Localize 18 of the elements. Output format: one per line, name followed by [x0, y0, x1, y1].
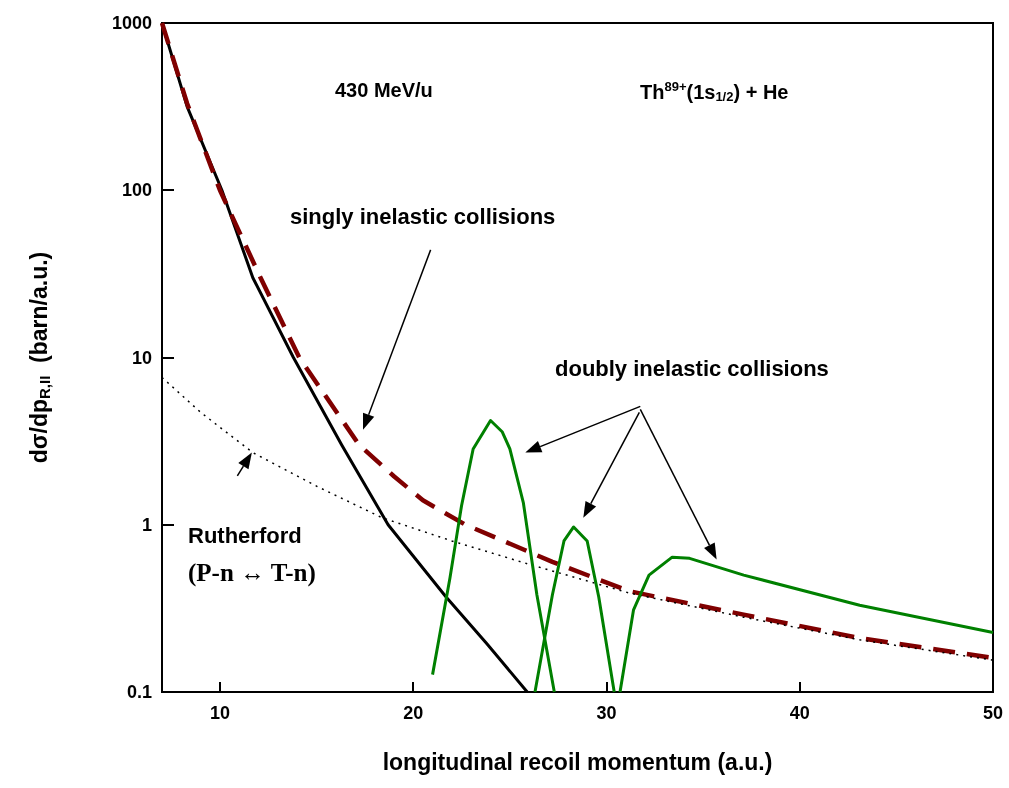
x-tick-label: 40	[789, 703, 810, 723]
y-tick-label: 0.1	[126, 682, 152, 702]
y-axis-title: dσ/dpR,II (barn/a.u.)	[25, 251, 53, 464]
x-tick-label: 30	[596, 703, 617, 723]
x-tick-label: 50	[982, 703, 1004, 723]
line-series	[618, 555, 995, 694]
y-tick-label: 100	[121, 180, 152, 201]
x-tick-label: 20	[403, 703, 424, 723]
annotation: singly inelastic collisions	[290, 203, 556, 229]
y-tick-label: 1000	[111, 13, 152, 33]
annotation: 430 MeV/u	[335, 79, 433, 101]
x-axis-title: longitudinal recoil momentum (a.u.)	[382, 748, 773, 775]
annotation: (P-n ↔ T-n)	[188, 559, 316, 587]
y-tick-label: 1	[141, 514, 152, 535]
annotation: Rutherford	[188, 522, 302, 548]
annotation: doubly inelastic collisions	[555, 355, 829, 381]
x-tick-label: 10	[209, 703, 230, 723]
y-tick-label: 10	[131, 347, 152, 368]
